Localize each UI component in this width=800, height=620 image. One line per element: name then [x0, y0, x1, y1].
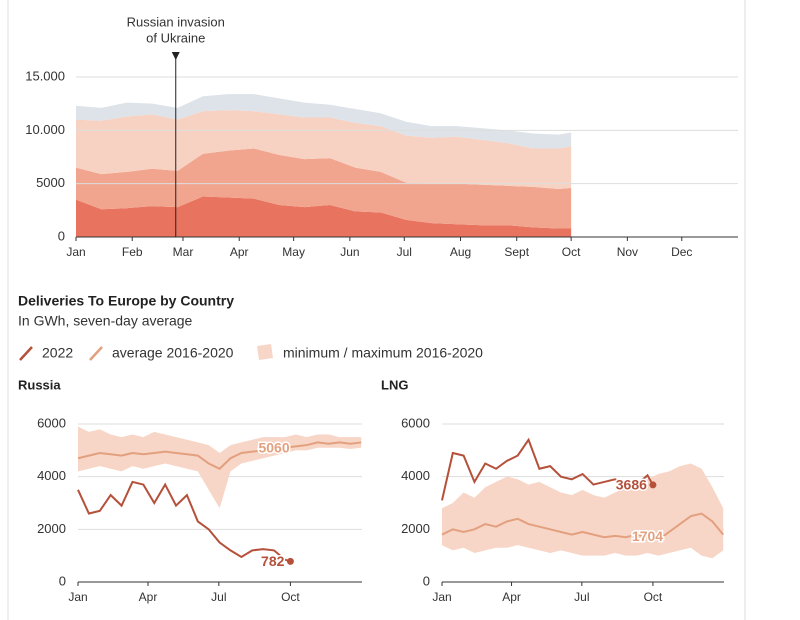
- y-tick-label: 6000: [401, 415, 430, 430]
- value-label: 5060: [258, 439, 289, 455]
- y-tick-label: 15.000: [25, 68, 65, 83]
- x-tick-label: Apr: [139, 590, 158, 604]
- y-tick-label: 0: [423, 573, 430, 588]
- x-tick-label: Oct: [281, 590, 300, 604]
- area-layer: [76, 110, 572, 189]
- annotation-arrow: [171, 52, 180, 60]
- x-tick-label: Sept: [504, 245, 529, 259]
- line: [441, 512, 724, 541]
- y-tick-label: 4000: [37, 468, 66, 483]
- panel-title: Russia: [18, 377, 61, 392]
- min-max-band: [442, 463, 724, 559]
- y-tick-label: 10.000: [25, 122, 65, 137]
- value-label: 3686: [616, 477, 647, 493]
- x-tick-label: Dec: [671, 245, 692, 259]
- y-tick-label: 5000: [36, 175, 65, 190]
- x-tick-label: Feb: [122, 245, 143, 259]
- x-tick-label: Jan: [432, 590, 451, 604]
- end-dot: [649, 481, 657, 489]
- x-tick-label: Jan: [66, 245, 85, 259]
- line: [77, 480, 291, 563]
- legend-label: minimum / maximum 2016-2020: [283, 345, 483, 361]
- x-tick-label: Aug: [450, 245, 471, 259]
- x-tick-label: Jul: [211, 590, 226, 604]
- y-tick-label: 0: [59, 573, 66, 588]
- x-tick-label: Jun: [340, 245, 359, 259]
- x-tick-label: Apr: [502, 590, 521, 604]
- y-tick-label: 4000: [401, 468, 430, 483]
- x-tick-label: Mar: [173, 245, 194, 259]
- x-tick-label: May: [282, 245, 305, 259]
- x-tick-label: Jul: [397, 245, 412, 259]
- section-subtitle: In GWh, seven-day average: [18, 313, 193, 329]
- legend-label: 2022: [42, 345, 73, 361]
- end-dot: [286, 557, 294, 565]
- section-title: Deliveries To Europe by Country: [18, 293, 234, 309]
- value-label: 782: [261, 553, 285, 569]
- value-label: 1704: [632, 528, 663, 544]
- y-tick-label: 2000: [401, 521, 430, 536]
- x-tick-label: Jul: [574, 590, 589, 604]
- x-tick-label: Oct: [562, 245, 581, 259]
- y-tick-label: 6000: [37, 415, 66, 430]
- area-layer: [76, 148, 572, 229]
- annotation-text: Russian invasion: [127, 14, 225, 29]
- x-tick-label: Jan: [68, 590, 87, 604]
- legend-label: average 2016-2020: [112, 345, 234, 361]
- panel-title: LNG: [381, 377, 408, 392]
- legend-swatch: [257, 344, 273, 360]
- line: [441, 437, 654, 501]
- legend-swatch: [19, 346, 33, 361]
- y-tick-label: 0: [58, 228, 65, 243]
- area-layer: [76, 196, 572, 237]
- x-tick-label: Nov: [617, 245, 638, 259]
- x-tick-label: Oct: [644, 590, 663, 604]
- line: [77, 441, 362, 470]
- x-tick-label: Apr: [230, 245, 249, 259]
- annotation-text: of Ukraine: [146, 30, 205, 45]
- legend-swatch: [89, 346, 103, 361]
- area-layer: [76, 94, 572, 149]
- y-tick-label: 2000: [37, 521, 66, 536]
